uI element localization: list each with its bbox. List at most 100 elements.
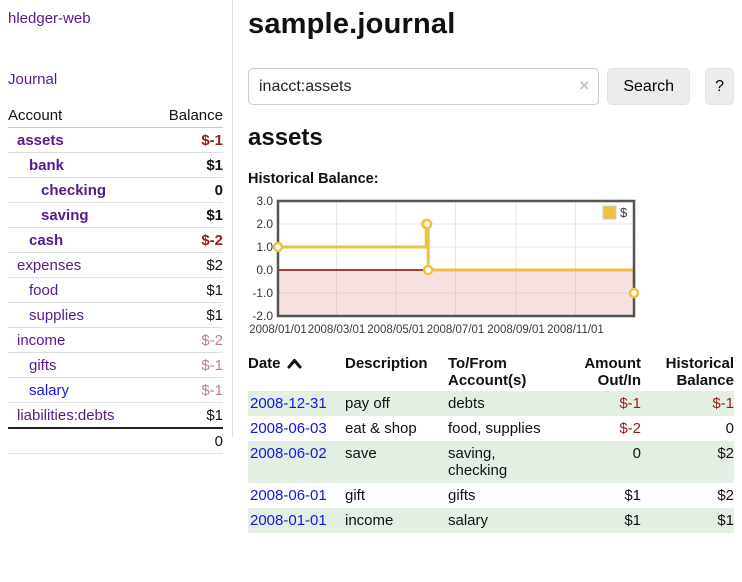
account-link[interactable]: salary <box>29 382 70 399</box>
account-row-gifts: gifts $-1 <box>8 352 223 378</box>
transaction-date-link[interactable]: 2008-12-31 <box>250 395 327 413</box>
transaction-amount: 0 <box>632 445 641 463</box>
account-balance: $-1 <box>150 377 223 403</box>
account-row-expenses: expenses $2 <box>8 252 223 278</box>
register-header-date[interactable]: Date <box>248 353 345 391</box>
register-row: 2008-12-31 pay off debts $-1 $-1 <box>248 391 734 417</box>
search-button[interactable]: Search <box>607 68 691 106</box>
transaction-balance: $2 <box>717 487 734 505</box>
account-link[interactable]: assets <box>17 132 64 149</box>
account-row-saving: saving $1 <box>8 202 223 228</box>
transaction-amount: $-2 <box>619 420 641 438</box>
account-balance: $2 <box>150 252 223 278</box>
transaction-date-link[interactable]: 2008-01-01 <box>250 512 327 530</box>
svg-text:2008/11/01: 2008/11/01 <box>547 324 604 336</box>
account-row-assets: assets $-1 <box>8 127 223 153</box>
account-row-cash: cash $-2 <box>8 227 223 253</box>
transaction-accounts: salary <box>448 512 489 530</box>
svg-text:1.0: 1.0 <box>256 240 273 254</box>
transaction-description: eat & shop <box>345 420 417 438</box>
account-balance: $-2 <box>150 227 223 253</box>
transaction-accounts: saving, checking <box>448 445 508 480</box>
register-header-description: Description <box>345 355 428 373</box>
brand-link[interactable]: hledger-web <box>8 10 91 27</box>
transaction-accounts: debts <box>448 395 485 413</box>
accounts-total-row: 0 <box>8 427 223 454</box>
svg-text:3.0: 3.0 <box>256 194 273 208</box>
transaction-date-link[interactable]: 2008-06-03 <box>250 420 327 438</box>
account-balance: $1 <box>150 277 223 303</box>
account-balance: $1 <box>150 402 223 429</box>
transaction-balance: 0 <box>725 420 734 438</box>
register-row: 2008-06-01 gift gifts $1 $2 <box>248 483 734 508</box>
transaction-date-link[interactable]: 2008-06-02 <box>250 445 327 463</box>
account-link[interactable]: food <box>29 282 59 299</box>
transaction-amount: $1 <box>624 512 641 530</box>
svg-text:$: $ <box>620 205 628 220</box>
account-balance: $-1 <box>150 127 223 153</box>
historical-balance-chart: $3.0 2.0 1.0 0.0 -1.0 -2.0 2008/01/01 2008/03/0… <box>248 193 640 341</box>
svg-text:2.0: 2.0 <box>256 217 273 231</box>
search-input-wrap: × <box>248 68 600 106</box>
svg-text:2008/07/01: 2008/07/01 <box>427 324 485 336</box>
transaction-amount: $1 <box>624 487 641 505</box>
account-link[interactable]: expenses <box>17 257 82 274</box>
transaction-description: pay off <box>345 395 390 413</box>
journal-link[interactable]: Journal <box>8 71 58 88</box>
accounts-header-row: Account Balance <box>8 103 223 128</box>
register-header-row: Date Description To/From Account(s) Amou… <box>248 353 734 391</box>
account-balance: $1 <box>150 302 223 328</box>
clear-search-icon[interactable]: × <box>579 76 590 96</box>
transaction-amount: $-1 <box>619 395 641 413</box>
account-row-salary: salary $-1 <box>8 377 223 403</box>
register-row: 2008-06-02 save saving, checking 0 $2 <box>248 441 734 484</box>
accounts-header-balance: Balance <box>150 103 223 128</box>
accounts-total-value: 0 <box>150 427 223 454</box>
transaction-description: gift <box>345 487 366 505</box>
sidebar: hledger-web Journal Account Balance asse… <box>0 0 231 454</box>
search-input[interactable] <box>248 68 600 106</box>
svg-text:0.0: 0.0 <box>256 263 273 277</box>
page-title: sample.journal <box>248 8 456 40</box>
svg-text:2008/01/01: 2008/01/01 <box>249 324 307 336</box>
sidebar-divider <box>232 0 233 437</box>
transaction-date-link[interactable]: 2008-06-01 <box>250 487 327 505</box>
account-row-liabilities-debts: liabilities:debts $1 <box>8 402 223 429</box>
account-link[interactable]: bank <box>29 157 65 174</box>
main-content: sample.journal × Search ? assets Histori… <box>248 0 734 534</box>
svg-text:2008/09/01: 2008/09/01 <box>487 324 545 336</box>
journal-nav: Journal <box>8 71 231 88</box>
transaction-accounts: food, supplies <box>448 420 541 438</box>
account-row-bank: bank $1 <box>8 152 223 178</box>
register-table: Date Description To/From Account(s) Amou… <box>248 353 734 534</box>
accounts-header-account: Account <box>8 103 151 128</box>
account-link[interactable]: supplies <box>29 307 85 324</box>
transaction-accounts: gifts <box>448 487 476 505</box>
account-link[interactable]: cash <box>29 232 64 249</box>
svg-text:-2.0: -2.0 <box>252 309 273 323</box>
register-row: 2008-01-01 income salary $1 $1 <box>248 508 734 534</box>
account-row-checking: checking 0 <box>8 177 223 203</box>
account-link[interactable]: gifts <box>29 357 57 374</box>
accounts-table: Account Balance assets $-1 bank $1 check… <box>8 103 223 454</box>
register-header-accounts: To/From Account(s) <box>448 355 527 390</box>
transaction-balance: $1 <box>717 512 734 530</box>
account-balance: $1 <box>150 202 223 228</box>
register-header-balance: Historical Balance <box>665 355 734 390</box>
svg-text:2008/03/01: 2008/03/01 <box>308 324 366 336</box>
search-bar: × Search ? <box>248 68 734 106</box>
sort-ascending-icon <box>287 359 302 369</box>
account-balance: $-2 <box>150 327 223 353</box>
help-button[interactable]: ? <box>705 68 734 106</box>
account-link[interactable]: saving <box>41 207 89 224</box>
account-balance: $1 <box>150 152 223 178</box>
chart-label: Historical Balance: <box>248 171 379 188</box>
transaction-description: income <box>345 512 394 530</box>
account-link[interactable]: checking <box>41 182 107 199</box>
account-link[interactable]: income <box>17 332 66 349</box>
svg-text:-1.0: -1.0 <box>252 286 273 300</box>
account-link[interactable]: liabilities:debts <box>17 407 115 424</box>
svg-text:2008/05/01: 2008/05/01 <box>367 324 425 336</box>
account-balance: $-1 <box>150 352 223 378</box>
account-balance: 0 <box>150 177 223 203</box>
